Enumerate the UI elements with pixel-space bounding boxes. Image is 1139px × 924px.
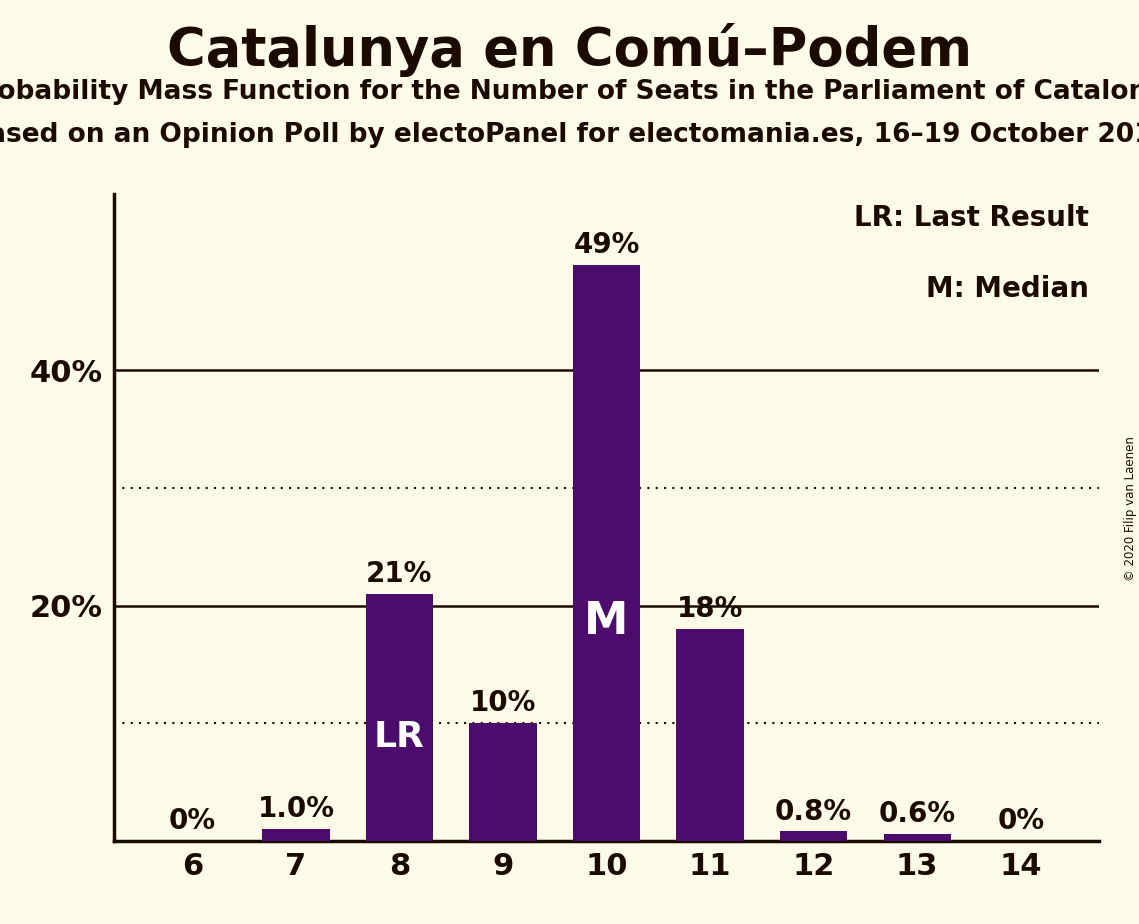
Text: 0.8%: 0.8% <box>775 797 852 825</box>
Text: Catalunya en Comú–Podem: Catalunya en Comú–Podem <box>167 23 972 77</box>
Text: 49%: 49% <box>573 231 640 259</box>
Bar <box>366 594 433 841</box>
Text: M: M <box>584 601 629 643</box>
Bar <box>884 833 951 841</box>
Bar <box>573 264 640 841</box>
Text: 1.0%: 1.0% <box>257 796 335 823</box>
Bar <box>262 829 329 841</box>
Text: 0%: 0% <box>169 807 216 835</box>
Text: 0%: 0% <box>997 807 1044 835</box>
Bar <box>469 723 536 841</box>
Text: 0.6%: 0.6% <box>878 800 956 828</box>
Text: M: Median: M: Median <box>926 275 1089 303</box>
Bar <box>780 832 847 841</box>
Text: LR: LR <box>374 720 425 754</box>
Text: LR: Last Result: LR: Last Result <box>854 203 1089 232</box>
Text: Probability Mass Function for the Number of Seats in the Parliament of Catalonia: Probability Mass Function for the Number… <box>0 79 1139 104</box>
Text: 10%: 10% <box>469 689 536 717</box>
Text: Based on an Opinion Poll by electoPanel for electomania.es, 16–19 October 2019: Based on an Opinion Poll by electoPanel … <box>0 122 1139 148</box>
Text: 21%: 21% <box>367 560 433 588</box>
Text: © 2020 Filip van Laenen: © 2020 Filip van Laenen <box>1124 436 1137 580</box>
Text: 18%: 18% <box>677 595 744 624</box>
Bar <box>677 629 744 841</box>
